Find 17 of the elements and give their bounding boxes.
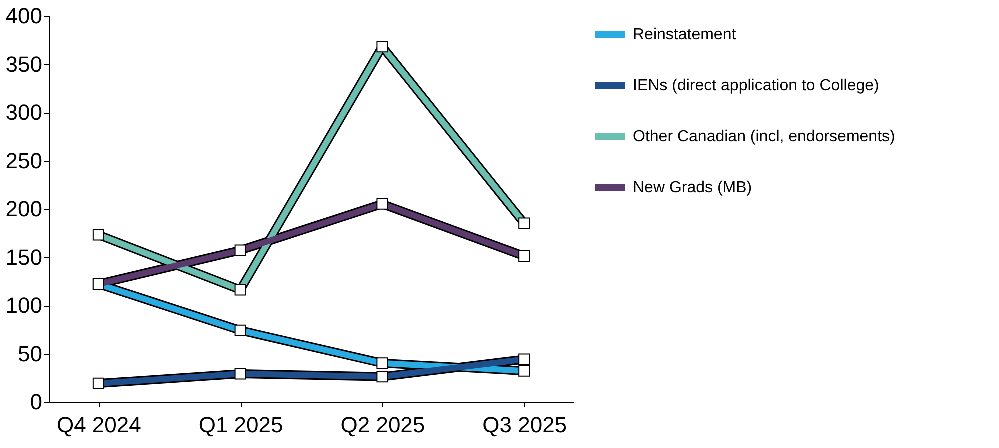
y-tick-label: 350: [6, 52, 42, 77]
y-tick-label: 200: [6, 196, 42, 222]
legend-label: New Grads (MB): [633, 180, 752, 196]
y-tick-label: 150: [6, 244, 42, 270]
x-tick-label: Q1 2025: [198, 412, 284, 438]
x-tick-label: Q4 2024: [56, 412, 142, 438]
y-tick-label: 250: [6, 148, 42, 174]
y-tick-label: 50: [18, 341, 42, 366]
y-tick-label: 300: [6, 100, 42, 125]
y-tick-label: 100: [6, 293, 42, 318]
legend-label: Other Canadian (incl, endorsements): [633, 128, 896, 146]
legend-label: Reinstatement: [633, 26, 737, 44]
x-tick-label: Q3 2025: [482, 412, 568, 438]
y-tick-label: 400: [6, 4, 42, 28]
x-tick-label: Q2 2025: [340, 412, 426, 438]
legend-label: IENs (direct application to College): [633, 78, 880, 94]
y-tick-label: 0: [30, 390, 42, 414]
